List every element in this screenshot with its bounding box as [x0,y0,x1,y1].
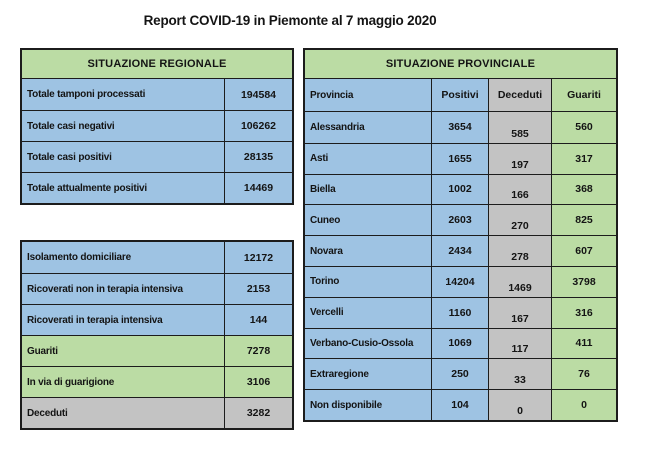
cell-guariti: 317 [551,143,616,174]
detail-row: Isolamento domiciliare 12172 [22,242,292,273]
cell-guariti: 76 [551,359,616,390]
cell-provincia: Torino [305,266,431,297]
row-label: Totale casi negativi [27,120,115,132]
cell-provincia: Biella [305,174,431,205]
cell-deceduti: 33 [488,359,551,390]
detail-row: Ricoverati non in terapia intensiva 2153 [22,273,292,304]
detail-table-rows: Isolamento domiciliare 12172 Ricoverati no… [22,242,292,428]
cell-positivi: 250 [431,359,488,390]
detail-row: In via di guarigione 3106 [22,366,292,397]
cell-guariti: 316 [551,297,616,328]
row-value: 194584 [224,79,292,110]
row-value: 7278 [224,336,292,366]
column-header-positivi: Positivi [431,79,488,111]
row-value: 144 [224,305,292,335]
provincial-row: Biella 1002 166 368 [305,173,616,205]
provincial-row: Alessandria 3654 585 560 [305,112,616,143]
cell-guariti: 607 [551,236,616,266]
cell-deceduti: 270 [488,205,551,236]
cell-provincia: Vercelli [305,297,431,328]
cell-provincia: Novara [305,236,431,266]
case-detail-table: Isolamento domiciliare 12172 Ricoverati no… [20,240,294,430]
provincial-row: Asti 1655 197 317 [305,142,616,174]
detail-row: Deceduti 3282 [22,397,292,428]
cell-positivi: 1160 [431,297,488,328]
regional-row: Totale casi negativi 106262 [22,110,292,141]
regional-row: Totale tamponi processati 194584 [22,79,292,110]
cell-provincia: Cuneo [305,205,431,236]
row-value: 3282 [224,398,292,428]
row-label: Ricoverati in terapia intensiva [27,314,163,326]
cell-deceduti: 585 [488,112,551,143]
provincial-table-header: SITUAZIONE PROVINCIALE [305,50,616,79]
provincial-row: Verbano-Cusio-Ossola 1069 117 411 [305,327,616,359]
row-label: Isolamento domiciliare [27,252,131,263]
cell-positivi: 3654 [431,112,488,143]
cell-guariti: 368 [551,174,616,205]
cell-guariti: 3798 [551,266,616,297]
cell-positivi: 2434 [431,236,488,266]
row-value: 14469 [224,173,292,203]
column-header-provincia: Provincia [305,79,431,111]
cell-positivi: 2603 [431,205,488,236]
cell-deceduti: 167 [488,297,551,328]
row-value: 2153 [224,274,292,304]
row-label: Totale casi positivi [27,151,112,163]
cell-deceduti: 197 [488,143,551,174]
provincial-row: Extraregione 250 33 76 [305,358,616,390]
report-title: Report COVID-19 in Piemonte al 7 maggio … [143,13,437,28]
regional-situation-table: SITUAZIONE REGIONALE Totale tamponi proc… [20,48,294,205]
regional-table-rows: Totale tamponi processati 194584 Totale ca… [22,79,292,203]
cell-deceduti: 117 [488,328,551,359]
provincial-row: Novara 2434 278 607 [305,235,616,266]
row-value: 3106 [224,367,292,397]
cell-deceduti: 166 [488,174,551,205]
cell-positivi: 1655 [431,143,488,174]
cell-guariti: 560 [551,112,616,143]
cell-positivi: 1069 [431,328,488,359]
cell-provincia: Extraregione [305,359,431,390]
column-header-deceduti: Deceduti [488,79,551,111]
detail-row: Ricoverati in terapia intensiva 144 [22,304,292,335]
cell-positivi: 104 [431,390,488,420]
cell-deceduti: 0 [488,390,551,420]
cell-provincia: Non disponibile [305,390,431,420]
cell-guariti: 825 [551,205,616,236]
detail-row: Guariti 7278 [22,335,292,366]
row-label: Deceduti [27,407,68,419]
column-header-guariti: Guariti [551,79,616,111]
row-value: 106262 [224,111,292,141]
cell-provincia: Alessandria [305,112,431,143]
provincial-row: Vercelli 1160 167 316 [305,296,616,328]
cell-deceduti: 278 [488,236,551,266]
regional-row: Totale casi positivi 28135 [22,141,292,172]
row-label: Totale attualmente positivi [27,182,147,194]
cell-deceduti: 1469 [488,266,551,297]
row-label: In via di guarigione [27,376,115,388]
cell-provincia: Verbano-Cusio-Ossola [305,328,431,359]
cell-positivi: 1002 [431,174,488,205]
row-value: 28135 [224,142,292,172]
regional-table-header: SITUAZIONE REGIONALE [22,50,292,79]
row-label: Totale tamponi processati [27,89,146,100]
provincial-row: Non disponibile 104 0 0 [305,389,616,420]
provincial-column-headers: Provincia Positivi Deceduti Guariti [305,79,616,112]
regional-row: Totale attualmente positivi 14469 [22,172,292,203]
provincial-table-rows: Alessandria 3654 585 560 Asti 1655 197 317 Biell… [305,112,616,420]
cell-guariti: 411 [551,328,616,359]
provincial-situation-table: SITUAZIONE PROVINCIALE Provincia Positivi… [303,48,618,422]
row-value: 12172 [224,242,292,273]
cell-provincia: Asti [305,143,431,174]
provincial-row: Cuneo 2603 270 825 [305,204,616,236]
provincial-row: Torino 14204 1469 3798 [305,265,616,297]
row-label: Ricoverati non in terapia intensiva [27,283,183,295]
cell-guariti: 0 [551,390,616,420]
cell-positivi: 14204 [431,266,488,297]
row-label: Guariti [27,345,58,357]
